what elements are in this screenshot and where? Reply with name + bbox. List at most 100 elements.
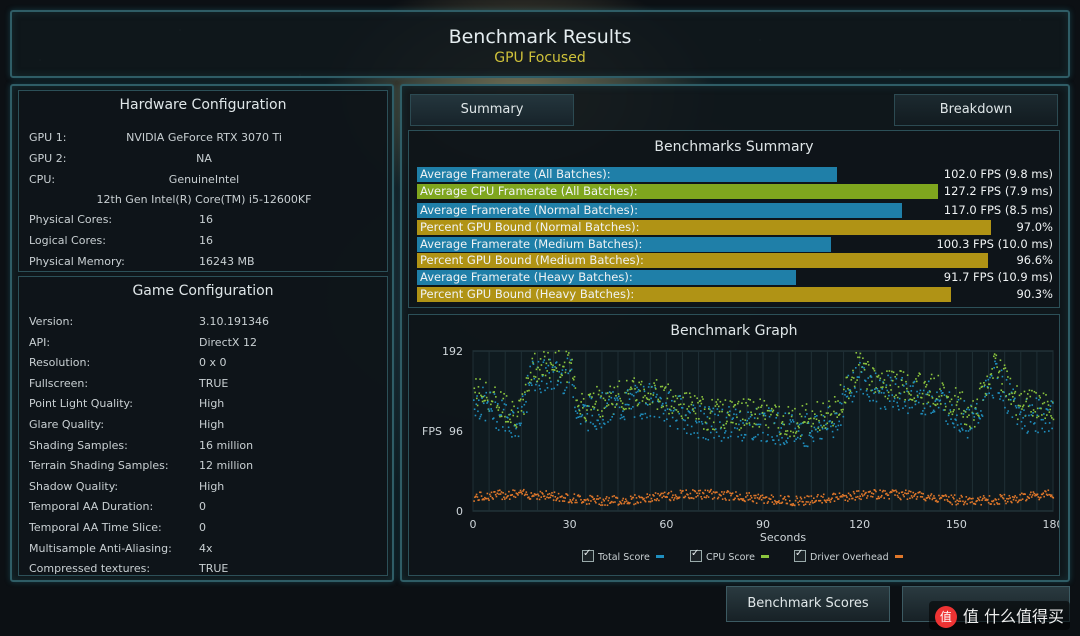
graph-point (858, 356, 861, 359)
graph-point (604, 504, 606, 506)
graph-point (792, 502, 794, 505)
graph-point (953, 409, 955, 411)
graph-point (574, 406, 576, 409)
graph-point (818, 500, 821, 502)
graph-point (806, 422, 809, 424)
benchmark-scores-button[interactable]: Benchmark Scores (726, 586, 890, 622)
graph-point (537, 366, 539, 369)
graph-point (852, 371, 855, 374)
graph-point (942, 495, 944, 498)
graph-point (805, 403, 808, 405)
graph-point (898, 408, 900, 411)
graph-point (775, 413, 778, 416)
graph-point (719, 421, 721, 423)
graph-point (1042, 392, 1045, 395)
graph-point (867, 377, 869, 379)
graph-point (980, 386, 983, 388)
legend-item[interactable]: Total Score (582, 548, 664, 563)
graph-point (827, 499, 829, 501)
graph-point (625, 408, 627, 410)
graph-point (999, 493, 1002, 496)
graph-point (821, 427, 824, 430)
graph-point (830, 425, 832, 428)
graph-point (550, 388, 553, 390)
graph-point (1047, 409, 1049, 411)
graph-point (581, 392, 583, 395)
graph-point (1018, 394, 1021, 397)
graph-point (691, 409, 694, 411)
graph-point (477, 386, 480, 388)
graph-point (1014, 390, 1017, 393)
graph-point (833, 500, 836, 502)
legend-item[interactable]: CPU Score (690, 548, 769, 563)
graph-point (993, 353, 996, 355)
graph-point (1046, 494, 1049, 497)
graph-point (476, 404, 479, 407)
graph-point (1011, 501, 1013, 504)
graph-point (1048, 430, 1050, 432)
graph-point (528, 389, 530, 392)
graph-point (725, 499, 727, 501)
graph-point (894, 494, 896, 496)
graph-point (474, 414, 477, 417)
graph-point (568, 361, 571, 364)
graph-point (659, 385, 662, 388)
graph-point (1049, 408, 1051, 411)
graph-point (574, 387, 577, 389)
graph-point (847, 492, 850, 495)
graph-point (985, 498, 987, 501)
graph-point (934, 400, 937, 402)
graph-point (1011, 416, 1014, 418)
legend-checkbox[interactable] (582, 548, 594, 562)
graph-point (915, 380, 918, 383)
graph-point (495, 427, 497, 429)
graph-point (695, 417, 698, 420)
legend-item[interactable]: Driver Overhead (794, 548, 903, 563)
graph-point (641, 417, 643, 420)
graph-point (611, 416, 613, 418)
graph-point (967, 430, 970, 432)
tab-breakdown[interactable]: Breakdown (894, 94, 1058, 126)
game-config-value: TRUE (199, 376, 229, 390)
graph-point (838, 492, 841, 495)
tab-summary[interactable]: Summary (410, 94, 574, 126)
legend-checkbox[interactable] (690, 548, 702, 562)
graph-point (978, 416, 981, 419)
graph-point (966, 408, 968, 411)
graph-point (877, 376, 879, 378)
graph-point (808, 495, 810, 498)
graph-point (711, 498, 714, 500)
graph-point (807, 501, 809, 503)
graph-point (815, 418, 818, 421)
graph-point (843, 494, 846, 497)
graph-point (582, 407, 584, 409)
graph-point (691, 497, 693, 499)
graph-point (869, 490, 871, 493)
graph-point (951, 413, 954, 416)
graph-point (617, 399, 619, 401)
graph-point (629, 392, 632, 395)
graph-point (732, 498, 735, 501)
graph-point (846, 496, 848, 499)
benchmark-graph-section: Benchmark Graph 192 96 0 FPS 0 30 60 90 120 150 18… (408, 314, 1060, 576)
graph-point (1041, 402, 1044, 405)
graph-point (704, 406, 706, 408)
graph-point (861, 493, 863, 495)
graph-point (816, 401, 819, 403)
graph-point (832, 424, 834, 427)
graph-point (984, 392, 987, 395)
graph-point (1026, 432, 1029, 434)
hardware-configuration-section: Hardware Configuration GPU 1: NVIDIA GeF… (18, 90, 388, 272)
graph-point (573, 385, 575, 387)
graph-point (610, 500, 613, 503)
legend-checkbox[interactable] (794, 548, 806, 562)
graph-point (516, 493, 518, 495)
graph-point (689, 396, 692, 398)
graph-point (679, 489, 682, 492)
graph-point (817, 427, 819, 429)
graph-point (1045, 394, 1047, 396)
graph-point (858, 376, 860, 379)
graph-point (603, 499, 605, 502)
graph-point (824, 500, 827, 502)
graph-point (709, 431, 712, 434)
